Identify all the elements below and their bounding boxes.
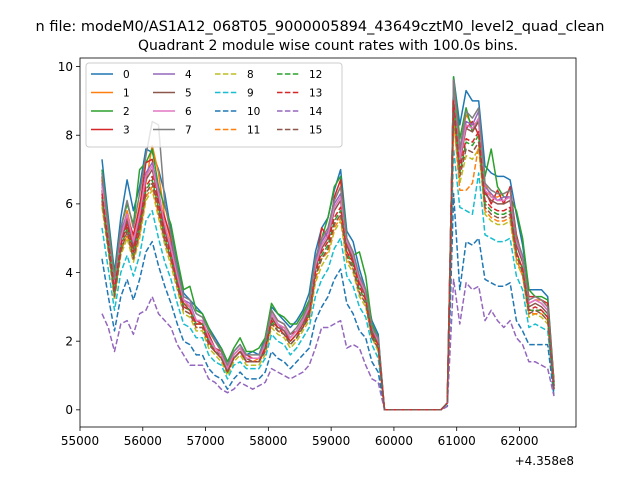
legend-item-10[interactable]: 10 <box>215 106 260 118</box>
series-line-7 <box>101 79 555 411</box>
x-tick-label: 56000 <box>124 434 162 448</box>
series-line-9 <box>101 148 555 411</box>
legend-label: 3 <box>123 125 130 137</box>
legend-item-14[interactable]: 14 <box>277 106 323 118</box>
legend-item-5[interactable]: 5 <box>153 88 192 100</box>
legend-label: 10 <box>247 106 260 118</box>
series-line-6 <box>101 79 555 411</box>
legend-label: 9 <box>247 88 254 100</box>
legend-item-7[interactable]: 7 <box>153 125 192 137</box>
legend-item-3[interactable]: 3 <box>91 125 130 137</box>
legend-label: 14 <box>309 106 323 118</box>
legend-item-12[interactable]: 12 <box>277 69 322 81</box>
series-line-10 <box>101 192 555 411</box>
y-tick-label: 0 <box>65 403 73 417</box>
legend-item-8[interactable]: 8 <box>215 69 254 81</box>
legend-item-13[interactable]: 13 <box>277 88 322 100</box>
x-tick-label: 58000 <box>249 434 287 448</box>
legend-label: 4 <box>185 69 192 81</box>
legend-label: 8 <box>247 69 254 81</box>
legend-frame <box>85 62 343 148</box>
legend-label: 13 <box>309 88 322 100</box>
axes-frame <box>79 57 577 428</box>
x-tick-label: 62000 <box>500 434 538 448</box>
legend-label: 2 <box>123 106 130 118</box>
series-line-15 <box>101 110 555 411</box>
y-tick-label: 4 <box>65 266 73 280</box>
legend-item-0[interactable]: 0 <box>91 69 130 81</box>
x-tick-label: 61000 <box>438 434 476 448</box>
legend-item-15[interactable]: 15 <box>277 125 322 137</box>
y-axis: 0 2 4 6 8 10 <box>58 60 80 417</box>
plot-area <box>79 57 577 428</box>
x-tick-label: 59000 <box>312 434 350 448</box>
legend-label: 0 <box>123 69 130 81</box>
series-line-13 <box>101 100 555 411</box>
x-axis-offset-label: +4.358e8 <box>515 454 574 468</box>
legend-item-9[interactable]: 9 <box>215 88 254 100</box>
legend-item-1[interactable]: 1 <box>91 88 130 100</box>
legend-label: 15 <box>309 125 322 137</box>
y-tick-label: 2 <box>65 334 73 348</box>
legend-label: 7 <box>185 125 192 137</box>
legend-item-6[interactable]: 6 <box>153 106 192 118</box>
x-tick-label: 60000 <box>375 434 413 448</box>
y-tick-label: 10 <box>58 60 73 74</box>
series-layer <box>101 76 555 411</box>
figure-suptitle: n file: modeM0/AS1A12_068T05_9000005894_… <box>36 19 605 35</box>
legend-label: 11 <box>247 125 260 137</box>
x-axis: 55000 56000 57000 58000 59000 60000 61000 62000 <box>61 427 539 448</box>
series-line-8 <box>101 120 555 411</box>
legend-item-11[interactable]: 11 <box>215 125 260 137</box>
series-line-14 <box>101 278 555 411</box>
legend-item-4[interactable]: 4 <box>153 69 192 81</box>
y-tick-label: 6 <box>65 197 73 211</box>
series-line-12 <box>101 103 555 411</box>
chart-title: Quadrant 2 module wise count rates with … <box>138 38 518 54</box>
legend-label: 6 <box>185 106 192 118</box>
legend-label: 12 <box>309 69 322 81</box>
legend-label: 1 <box>123 88 130 100</box>
legend-label: 5 <box>185 88 192 100</box>
y-tick-label: 8 <box>65 129 73 143</box>
x-tick-label: 57000 <box>186 434 224 448</box>
legend-item-2[interactable]: 2 <box>91 106 130 118</box>
x-tick-label: 55000 <box>61 434 99 448</box>
